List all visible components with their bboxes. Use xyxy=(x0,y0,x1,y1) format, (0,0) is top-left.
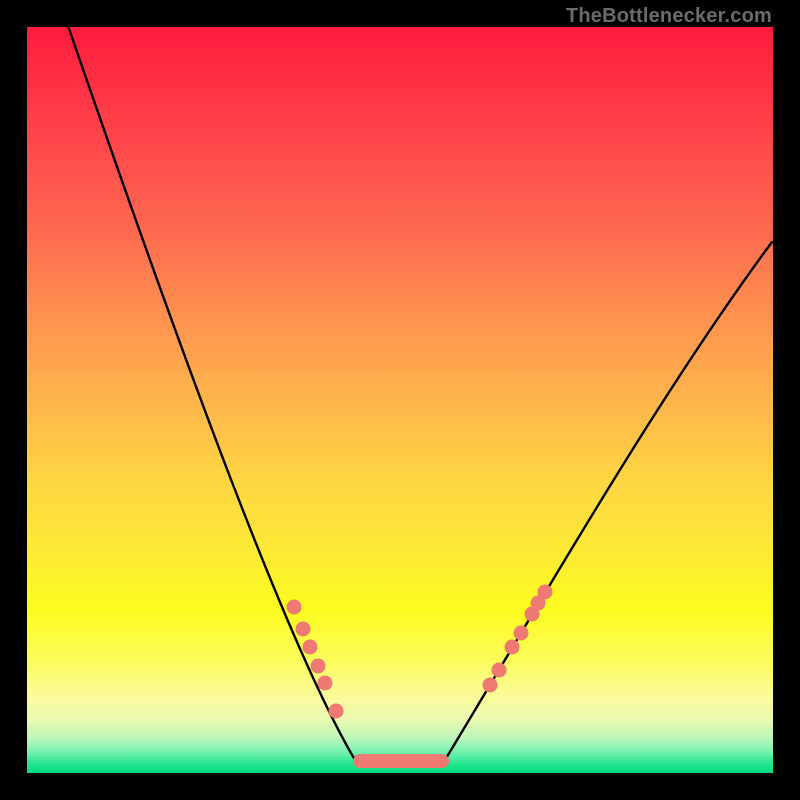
plot-background-gradient xyxy=(27,27,773,773)
watermark-text: TheBottlenecker.com xyxy=(566,5,772,28)
